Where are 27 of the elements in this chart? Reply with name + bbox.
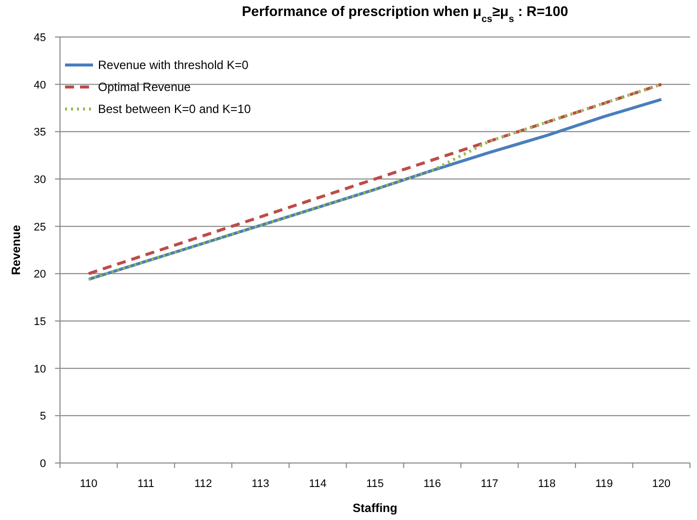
y-tick-label: 35 [34,126,46,139]
x-tick-label: 111 [138,478,154,490]
legend-label: Best between K=0 and K=10 [98,102,252,116]
y-tick-label: 15 [34,316,46,328]
x-tick-label: 117 [480,478,498,490]
x-tick-label: 113 [252,478,270,490]
y-tick-label: 30 [34,174,46,186]
x-tick-label: 115 [366,478,384,490]
y-tick-label: 25 [34,221,46,234]
x-tick-label: 114 [308,478,326,490]
x-tick-label: 118 [538,478,556,490]
x-tick-label: 112 [194,478,212,490]
x-tick-label: 116 [424,478,442,490]
y-tick-label: 5 [40,410,46,423]
chart-title: Performance of prescription when μ$_{cs}$≥μ$_{s}$ : R=100 [242,3,568,24]
y-tick-label: 0 [40,458,46,470]
y-tick-label: 10 [34,363,46,376]
x-tick-label: 119 [595,478,613,490]
y-tick-label: 45 [34,32,46,44]
x-tick-label: 120 [652,478,671,490]
y-tick-label: 20 [34,268,46,281]
legend-label: Revenue with threshold K=0 [98,58,249,72]
x-tick-label: 110 [80,478,98,490]
y-axis-title: Revenue [9,224,23,276]
y-tick-label: 40 [34,79,46,92]
x-axis-title: Staffing [352,501,398,515]
legend-label: Optimal Revenue [98,80,192,94]
